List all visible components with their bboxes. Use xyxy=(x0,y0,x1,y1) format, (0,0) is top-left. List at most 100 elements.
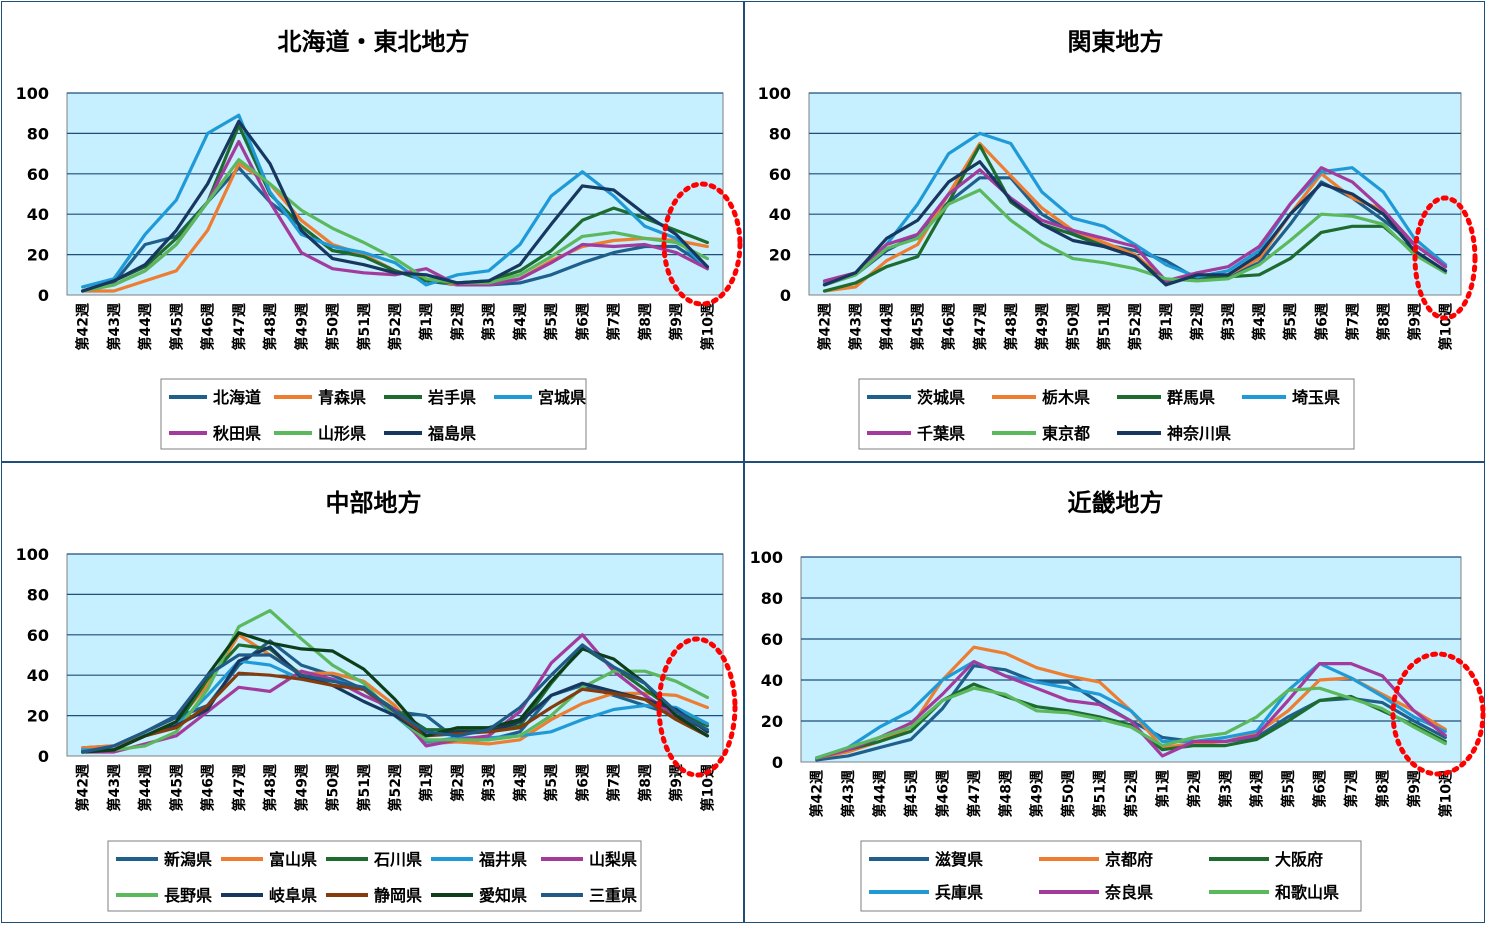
highlight-circle xyxy=(1390,651,1486,777)
legend-label: 秋田県 xyxy=(213,424,261,443)
chart-panel-kinki: 近畿地方 0 20 40 60 80 100 第42週 第43週 第44週 第45週 第46週 第47週… xyxy=(744,462,1486,923)
x-tick-label: 第3週 xyxy=(481,303,498,341)
legend-label: 長野県 xyxy=(164,886,212,905)
x-tick-label: 第4週 xyxy=(1249,770,1266,808)
x-tick-label: 第49週 xyxy=(293,764,310,811)
y-tick-label: 0 xyxy=(38,747,49,766)
legend-label: 宮城県 xyxy=(538,388,586,407)
x-tick-label: 第9週 xyxy=(668,764,685,802)
legend-label: 青森県 xyxy=(318,388,366,407)
x-tick-label: 第52週 xyxy=(387,303,404,350)
x-tick-label: 第44週 xyxy=(137,764,154,811)
series-line-山形県 xyxy=(80,158,710,293)
x-tick-label: 第7週 xyxy=(606,303,623,341)
highlight-circle xyxy=(1412,195,1478,321)
x-tick-label: 第8週 xyxy=(1374,770,1391,808)
x-tick-label: 第51週 xyxy=(1096,303,1113,350)
x-tick-label: 第50週 xyxy=(1065,303,1082,350)
legend-label: 富山県 xyxy=(269,850,317,869)
y-tick-label: 80 xyxy=(769,124,791,143)
x-tick-label: 第2週 xyxy=(1186,770,1203,808)
x-tick-label: 第4週 xyxy=(512,764,529,802)
x-tick-label: 第42週 xyxy=(809,770,826,817)
plot-area xyxy=(808,92,1462,296)
x-tick-label: 第44週 xyxy=(879,303,896,350)
x-tick-label: 第10週 xyxy=(1437,303,1454,350)
x-tick-label: 第3週 xyxy=(1217,770,1234,808)
x-tick-label: 第6週 xyxy=(574,303,591,341)
highlight-circle xyxy=(656,636,738,778)
legend-label: 石川県 xyxy=(373,850,422,869)
x-tick-label: 第42週 xyxy=(817,303,834,350)
x-tick-label: 第5週 xyxy=(1280,770,1297,808)
x-tick-label: 第7週 xyxy=(1344,303,1361,341)
legend-label: 京都府 xyxy=(1105,850,1153,869)
y-tick-label: 40 xyxy=(769,205,791,224)
y-tick-label: 80 xyxy=(761,589,783,608)
legend-label: 岩手県 xyxy=(427,388,476,407)
series-line-岩手県 xyxy=(80,123,710,293)
x-tick-label: 第10週 xyxy=(1437,770,1454,817)
legend-label: 愛知県 xyxy=(479,886,527,905)
legend-box xyxy=(107,840,642,912)
chart-title: 北海道・東北地方 xyxy=(278,28,470,56)
x-tick-label: 第7週 xyxy=(606,764,623,802)
legend-box xyxy=(860,840,1362,912)
legend-label: 福井県 xyxy=(478,850,527,869)
series-line-千葉県 xyxy=(822,166,1448,283)
x-tick-label: 第1週 xyxy=(418,764,435,802)
legend-box xyxy=(160,378,587,450)
x-tick-label: 第1週 xyxy=(1158,303,1175,341)
chart-panel-chubu: 中部地方 0 20 40 60 80 100 第42週 第43週 第44週 第45週 第46週 第47週… xyxy=(1,462,744,923)
chart-svg: 北海道・東北地方 0 20 40 60 80 100 第42週 第43週 第44週 第45週 第46週… xyxy=(16,28,743,450)
x-tick-label: 第46週 xyxy=(200,303,217,350)
chart-panel-kanto: 関東地方 0 20 40 60 80 100 第42週 第43週 第44週 第45週 第46週 第47週… xyxy=(744,1,1485,462)
y-tick-label: 40 xyxy=(761,671,783,690)
x-tick-label: 第46週 xyxy=(941,303,958,350)
series-line-愛知県 xyxy=(80,631,710,754)
plot-area xyxy=(66,92,724,296)
series-line-茨城県 xyxy=(822,176,1448,287)
legend-label: 茨城県 xyxy=(917,388,965,407)
x-tick-label: 第50週 xyxy=(325,303,342,350)
x-tick-label: 第42週 xyxy=(75,303,92,350)
series-line-福島県 xyxy=(80,119,710,293)
x-tick-label: 第4週 xyxy=(512,303,529,341)
x-tick-label: 第45週 xyxy=(168,303,185,350)
x-tick-label: 第6週 xyxy=(1313,303,1330,341)
x-tick-label: 第5週 xyxy=(543,303,560,341)
x-tick-label: 第6週 xyxy=(574,764,591,802)
legend-label: 三重県 xyxy=(589,886,637,905)
series-line-神奈川県 xyxy=(822,160,1448,287)
x-tick-label: 第52週 xyxy=(1123,770,1140,817)
chart-svg: 近畿地方 0 20 40 60 80 100 第42週 第43週 第44週 第45週 第46週 第47週… xyxy=(750,489,1486,912)
x-tick-label: 第48週 xyxy=(262,303,279,350)
legend-label: 静岡県 xyxy=(374,886,422,905)
series-line-和歌山県 xyxy=(815,686,1447,760)
y-tick-label: 20 xyxy=(27,707,49,726)
x-tick-label: 第1週 xyxy=(1154,770,1171,808)
x-tick-label: 第51週 xyxy=(1092,770,1109,817)
x-tick-label: 第9週 xyxy=(668,303,685,341)
y-tick-label: 100 xyxy=(16,545,49,564)
highlight-circle xyxy=(661,181,743,307)
y-tick-label: 20 xyxy=(27,246,49,265)
legend-label: 岐阜県 xyxy=(269,886,317,905)
legend-box xyxy=(858,378,1355,450)
legend-label: 北海道 xyxy=(213,388,261,407)
y-tick-label: 0 xyxy=(780,286,791,305)
legend-label: 群馬県 xyxy=(1167,388,1215,407)
legend-label: 山形県 xyxy=(318,424,366,443)
x-tick-label: 第50週 xyxy=(1060,770,1077,817)
series-line-三重県 xyxy=(80,643,710,754)
y-tick-label: 20 xyxy=(769,246,791,265)
x-tick-label: 第1週 xyxy=(418,303,435,341)
y-tick-label: 20 xyxy=(761,712,783,731)
x-tick-label: 第47週 xyxy=(231,303,248,350)
legend-label: 和歌山県 xyxy=(1275,883,1339,902)
y-tick-label: 40 xyxy=(27,666,49,685)
y-tick-label: 0 xyxy=(38,286,49,305)
x-tick-label: 第49週 xyxy=(1029,770,1046,817)
y-tick-label: 100 xyxy=(750,548,783,567)
x-tick-label: 第43週 xyxy=(106,764,123,811)
